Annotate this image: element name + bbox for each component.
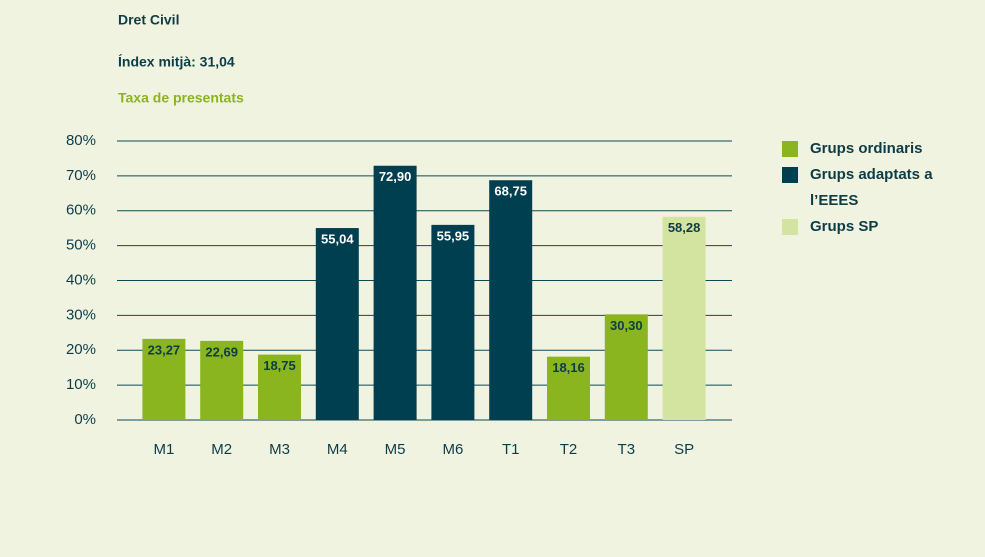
bar [489,180,533,420]
legend-label: Grups adaptats a l’EEES [810,166,933,209]
y-tick-label: 20% [66,341,96,358]
bar [662,216,706,420]
legend-swatch [782,141,798,157]
bar [258,354,301,420]
legend-item: Grups ordinaris [782,136,950,162]
x-tick-label: M2 [211,441,232,458]
legend-swatch [782,167,798,183]
y-tick-label: 0% [74,411,96,428]
legend-swatch [782,219,798,235]
legend-item: Grups SP [782,214,950,240]
data-label: 68,75 [494,184,527,199]
y-tick-label: 60% [66,202,96,219]
chart-title: Dret Civil [118,12,179,28]
data-label: 55,95 [437,228,470,243]
data-label: 18,75 [263,358,296,373]
x-tick-label: T3 [618,441,636,458]
data-label: 23,27 [148,342,181,357]
y-tick-label: 10% [66,376,96,393]
y-tick-label: 70% [66,167,96,184]
y-tick-label: 40% [66,271,96,288]
x-tick-label: M3 [269,441,290,458]
bar [547,356,590,420]
x-tick-label: SP [674,441,694,458]
data-label: 72,90 [379,169,412,184]
bar [431,224,475,420]
data-label: 18,16 [552,360,585,375]
y-tick-label: 30% [66,306,96,323]
legend-label: Grups ordinaris [810,140,923,157]
x-tick-label: M6 [442,441,463,458]
x-tick-label: M4 [327,441,348,458]
x-tick-label: T2 [560,441,578,458]
data-label: 55,04 [321,231,354,246]
legend-label: Grups SP [810,218,879,235]
x-tick-label: M5 [385,441,406,458]
y-tick-label: 80% [66,132,96,149]
axis-title: Taxa de presentats [118,90,244,106]
bar [315,228,359,420]
x-tick-label: M1 [153,441,174,458]
bar [373,165,417,420]
bar [142,338,186,420]
legend-item: Grups adaptats a l’EEES [782,162,950,214]
bar [200,340,244,420]
x-tick-label: T1 [502,441,520,458]
legend: Grups ordinaris Grups adaptats a l’EEES Gr… [782,136,962,240]
data-label: 58,28 [668,220,701,235]
bar [604,314,648,420]
chart-subtitle: Índex mitjà: 31,04 [118,54,235,70]
y-tick-label: 50% [66,237,96,254]
data-label: 30,30 [610,318,643,333]
data-label: 22,69 [205,344,238,359]
